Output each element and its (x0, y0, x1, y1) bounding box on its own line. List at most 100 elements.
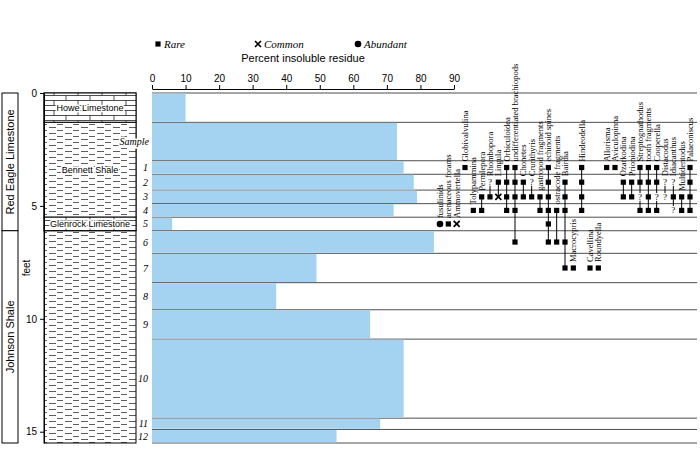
occurrence-query: ? (488, 177, 492, 187)
sample-labels: 123456789101112Sample (120, 136, 150, 442)
occurrence-marker (521, 194, 526, 199)
member-label: Howe Limestone (56, 103, 123, 113)
sample-boundary (152, 309, 697, 310)
occurrence-marker (512, 194, 517, 199)
chart-container: Red Eagle LimestoneJohnson ShaleHowe Lim… (0, 0, 700, 453)
occurrence-marker (646, 180, 651, 185)
formation-label: Red Eagle Limestone (4, 109, 16, 214)
range-line (556, 210, 557, 242)
occurrence-marker (579, 194, 584, 199)
x-axis-title: Percent insoluble residue (241, 52, 365, 64)
y-tick-label: 0 (31, 88, 37, 99)
occurrence-query: ? (638, 192, 642, 202)
taxon: Palaeoniscus (685, 118, 695, 213)
sample-boundary (152, 217, 697, 218)
occurrence-marker (596, 265, 601, 270)
occurrence-marker (504, 208, 509, 213)
legend: RareCommonAbundant (155, 38, 407, 50)
x-tick-mark (186, 85, 187, 89)
occurrence-marker (437, 221, 444, 228)
bar (152, 340, 404, 418)
occurrence-marker (687, 165, 692, 170)
bar (152, 430, 337, 442)
sample-boundary (152, 418, 697, 419)
occurrence-marker (512, 208, 517, 213)
taxon-label: Bairdia (560, 151, 570, 176)
sample-label: 10 (138, 373, 148, 384)
range-line (690, 168, 691, 211)
occurrence-marker (479, 194, 484, 199)
sample-label: 1 (143, 162, 148, 173)
occurrence-marker (487, 194, 492, 199)
occurrence-marker (562, 180, 567, 185)
taxon: Roundyella (593, 223, 603, 271)
formation-strip (2, 93, 18, 231)
occurrence-marker (479, 208, 484, 213)
x-tick: 60 (348, 73, 360, 89)
occurrence-marker (546, 208, 551, 213)
taxon-label: Hindeodella (577, 120, 587, 162)
occurrence-marker (629, 194, 634, 199)
range-line (515, 168, 516, 243)
x-tick-label: 40 (281, 73, 293, 84)
occurrence-marker (687, 208, 692, 213)
y-tick: 10 (26, 314, 44, 325)
occurrence-marker (546, 194, 551, 199)
occurrence-marker (579, 180, 584, 185)
legend-symbol (255, 41, 261, 47)
range-line (506, 168, 507, 211)
x-tick-mark (286, 85, 287, 89)
figure: Red Eagle LimestoneJohnson ShaleHowe Lim… (0, 0, 700, 453)
sample-label: 5 (143, 218, 148, 229)
bar (152, 94, 186, 122)
y-tick-mark (40, 432, 44, 433)
sample-label: 11 (139, 418, 148, 429)
occurrence-marker (512, 165, 517, 170)
legend-symbol (355, 41, 362, 48)
sample-boundaries (152, 93, 697, 443)
occurrence-marker (546, 165, 551, 170)
taxon: Macrocypris (568, 219, 578, 271)
occurrence-marker (687, 180, 692, 185)
sample-boundary (152, 429, 697, 430)
member-unit (44, 217, 136, 231)
legend-label: Common (264, 38, 304, 50)
x-tick: 20 (214, 73, 226, 89)
range-line (648, 168, 649, 211)
occurrence-query: ? (655, 192, 659, 202)
y-tick: 5 (31, 201, 44, 212)
taxon-label: Roundyella (593, 223, 603, 262)
occurrence-marker (579, 208, 584, 213)
occurrence-query: ? (671, 205, 675, 215)
sample-header: Sample (120, 136, 150, 147)
occurrence-marker (512, 180, 517, 185)
occurrence-marker (562, 239, 567, 244)
bar (152, 419, 380, 429)
occurrence-marker (537, 208, 542, 213)
occurrence-marker (495, 194, 501, 200)
occurrence-marker (671, 194, 676, 199)
occurrence-marker (537, 194, 542, 199)
sample-label: 12 (138, 431, 148, 442)
occurrence-marker (621, 194, 626, 199)
x-axis: 0102030405060708090 (150, 73, 461, 90)
occurrence-marker (504, 180, 509, 185)
occurrence-marker (637, 180, 642, 185)
sample-label: 3 (142, 191, 148, 202)
formations: Red Eagle LimestoneJohnson Shale (2, 93, 136, 443)
occurrence-marker (554, 239, 559, 244)
y-tick: 15 (26, 426, 44, 437)
x-tick-label: 80 (415, 73, 427, 84)
bars (152, 94, 434, 443)
x-tick-label: 70 (382, 73, 394, 84)
occurrence-marker (654, 208, 659, 213)
occurrence-marker (462, 165, 467, 170)
x-tick: 0 (150, 73, 156, 89)
occurrence-marker (512, 239, 517, 244)
x-tick-label: 10 (180, 73, 192, 84)
sample-boundary (152, 203, 697, 204)
occurrence-marker (546, 221, 551, 226)
occurrence-marker (521, 180, 526, 185)
bar (152, 283, 276, 309)
occurrence-marker (679, 208, 684, 213)
